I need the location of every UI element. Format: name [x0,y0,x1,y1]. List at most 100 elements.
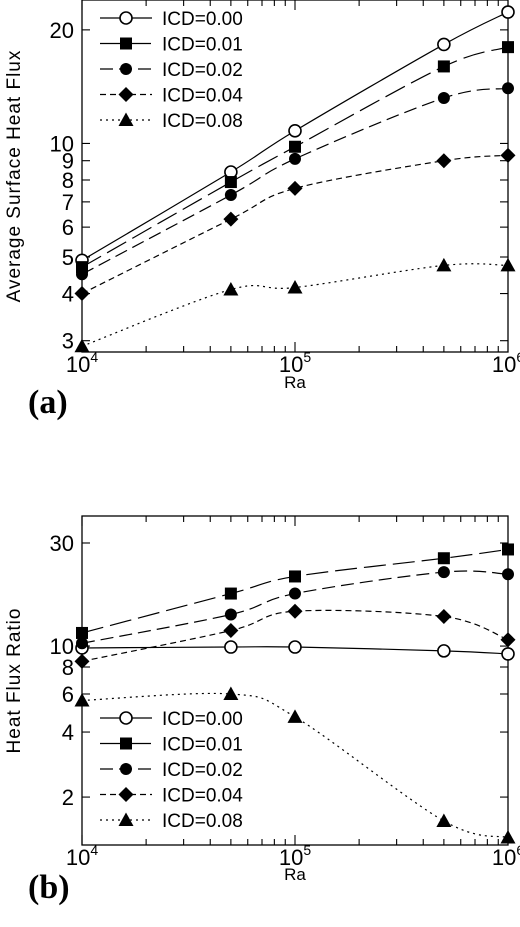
data-point [223,686,239,700]
y-tick-label: 30 [50,531,74,556]
legend-marker [119,11,133,25]
y-tick-label: 2 [62,785,74,810]
data-point [76,626,88,639]
data-point [437,37,451,52]
x-tick-label: 104 [66,842,98,870]
data-point [224,640,238,654]
data-point [437,91,450,104]
data-point [437,644,451,658]
y-tick-label: 6 [62,682,74,707]
x-tick-label: 105 [279,842,311,870]
data-point [501,647,515,661]
data-point [287,280,303,294]
x-tick-exp: 4 [90,349,98,365]
legend-marker [119,711,133,725]
x-tick-base: 10 [492,352,516,377]
data-point [74,286,90,302]
data-point [436,153,452,169]
data-point [502,82,514,95]
y-tick-label: 5 [62,245,74,270]
x-tick-label: 106 [492,349,520,377]
data-point [289,570,301,583]
data-point [437,60,450,73]
x-tick-base: 10 [279,352,303,377]
data-point [224,587,237,600]
y-axis-label: Average Surface Heat Flux [4,50,25,303]
data-point [74,338,90,353]
y-tick-label: 8 [62,655,74,680]
data-point [74,653,90,669]
legend-marker [118,87,134,102]
y-axis-label: Heat Flux Ratio [4,608,25,754]
data-point [436,609,452,625]
data-point [501,5,515,19]
legend-entry: ICD=0.01 [162,35,243,56]
data-point [502,568,514,581]
data-point [500,257,516,272]
panel-tag: (a) [28,384,68,421]
data-point [288,640,302,654]
y-tick-label: 4 [62,720,74,745]
y-tick-label: 9 [62,149,74,174]
chart-panel-b: 10410510624681030RaHeat Flux RatioICD=0.… [4,515,520,906]
series-ICD=0.08 [74,257,516,353]
legend-marker [120,737,132,750]
data-point [224,608,237,621]
data-point [223,623,239,639]
data-point [500,632,516,648]
data-point [502,543,514,556]
data-point [76,268,88,281]
x-tick-base: 10 [279,845,303,870]
data-point [74,692,90,707]
data-point [289,140,301,153]
legend-marker [120,63,132,75]
plot-frame [81,0,509,353]
legend-entry: ICD=0.00 [162,9,243,30]
data-point [502,41,514,54]
legend-marker [118,787,134,802]
data-point [76,637,88,650]
legend-entry: ICD=0.04 [162,86,243,107]
legend-marker [118,112,134,126]
series-line [81,87,509,275]
series-line [81,609,509,662]
series-ICD=0.00 [75,5,515,268]
series-ICD=0.01 [76,543,514,639]
series-ICD=0.04 [74,603,516,669]
legend-entry: ICD=0.08 [162,111,243,132]
x-tick-base: 10 [66,352,90,377]
data-point [289,587,301,600]
series-ICD=0.04 [74,147,516,302]
panel-tag: (b) [28,869,70,906]
legend-entry: ICD=0.00 [162,709,243,730]
y-tick-label: 20 [50,18,74,43]
legend: ICD=0.00 ICD=0.01 ICD=0.02 ICD=0.04 ICD=0.08 [100,709,243,832]
legend-entry: ICD=0.02 [162,60,243,81]
plot-frame [81,515,509,846]
y-tick-label: 6 [62,215,74,240]
legend-marker [120,763,132,775]
data-point [287,180,303,196]
series-ICD=0.02 [76,566,514,650]
data-point [224,176,237,189]
data-point [223,282,239,296]
chart-panel-a: 10410510634567891020RaAverage Surface He… [4,0,520,421]
data-point [437,552,450,565]
legend-entry: ICD=0.02 [162,760,243,781]
x-tick-label: 104 [66,349,98,377]
x-tick-base: 10 [66,845,90,870]
data-point [287,709,303,723]
legend-entry: ICD=0.04 [162,786,243,807]
x-tick-label: 105 [279,349,311,377]
y-tick-label: 4 [62,282,74,307]
x-tick-base: 10 [492,845,516,870]
y-tick-label: 7 [62,190,74,215]
series-ICD=0.00 [75,640,515,661]
x-tick-exp: 6 [516,842,520,858]
data-point [287,603,303,619]
series-ICD=0.02 [76,82,514,281]
x-tick-exp: 6 [516,349,520,365]
legend-entry: ICD=0.08 [162,811,243,832]
data-point [436,257,452,272]
data-point [289,152,301,165]
